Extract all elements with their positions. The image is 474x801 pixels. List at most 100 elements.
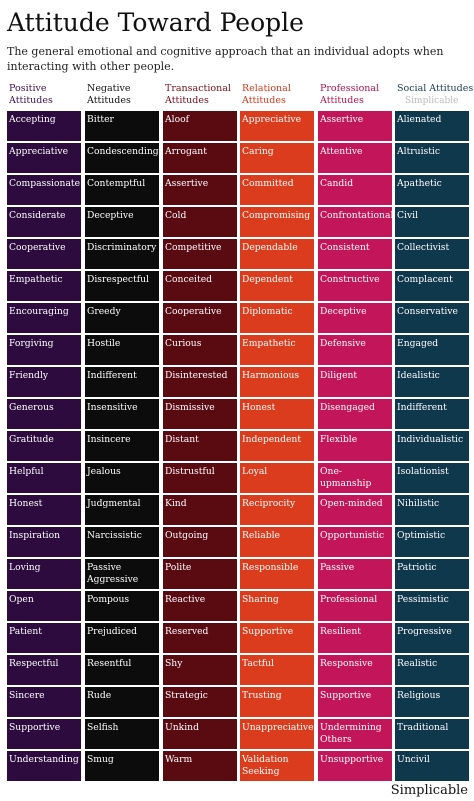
attitude-cell: Disengaged — [318, 399, 392, 429]
attitude-cell: Diplomatic — [240, 303, 314, 333]
attitude-cell: Resilient — [318, 623, 392, 653]
attitude-cell: Resentful — [85, 655, 159, 685]
attitude-cell: Complacent — [395, 271, 469, 301]
watermark: Simplicable — [405, 96, 459, 106]
attitude-cell: Progressive — [395, 623, 469, 653]
title: Attitude Toward People — [7, 8, 304, 37]
attitude-cell: Supportive — [7, 719, 81, 749]
attitude-cell: Respectful — [7, 655, 81, 685]
attitude-cell: Shy — [163, 655, 237, 685]
attitude-cell: Tactful — [240, 655, 314, 685]
attitude-cell: Curious — [163, 335, 237, 365]
attitude-cell: Disrespectful — [85, 271, 159, 301]
attitude-cell: Indifferent — [85, 367, 159, 397]
attitude-cell: Compromising — [240, 207, 314, 237]
attitude-cell: Collectivist — [395, 239, 469, 269]
attitude-cell: Conceited — [163, 271, 237, 301]
attitude-cell: Aloof — [163, 111, 237, 141]
attitude-cell: Cold — [163, 207, 237, 237]
attitude-cell: Responsive — [318, 655, 392, 685]
attitude-cell: Reactive — [163, 591, 237, 621]
attitude-cell: Conservative — [395, 303, 469, 333]
attitude-cell: Indifferent — [395, 399, 469, 429]
attitude-cell: Contemptful — [85, 175, 159, 205]
attitude-cell: Honest — [7, 495, 81, 525]
attitude-cell: Assertive — [318, 111, 392, 141]
attitude-cell: One-upmanship — [318, 463, 392, 493]
attitude-cell: Dismissive — [163, 399, 237, 429]
attitude-cell: Distrustful — [163, 463, 237, 493]
attitude-cell: Deceptive — [85, 207, 159, 237]
attitude-cell: Consistent — [318, 239, 392, 269]
attitude-cell: Unappreciative — [240, 719, 314, 749]
subtitle: The general emotional and cognitive appr… — [7, 45, 444, 73]
attitude-cell: Nihilistic — [395, 495, 469, 525]
attitude-cell: Caring — [240, 143, 314, 173]
attitude-cell: Independent — [240, 431, 314, 461]
attitude-cell: Condescending — [85, 143, 159, 173]
attitude-cell: Undermining Others — [318, 719, 392, 749]
attitude-cell: Candid — [318, 175, 392, 205]
attitude-cell: Patient — [7, 623, 81, 653]
attitude-cell: Assertive — [163, 175, 237, 205]
attitude-cell: Forgiving — [7, 335, 81, 365]
attitude-cell: Engaged — [395, 335, 469, 365]
attitude-cell: Prejudiced — [85, 623, 159, 653]
attitude-cell: Smug — [85, 751, 159, 781]
column-header: Negative Attitudes — [87, 83, 131, 106]
attitude-cell: Honest — [240, 399, 314, 429]
attitude-cell: Unsupportive — [318, 751, 392, 781]
attitude-cell: Strategic — [163, 687, 237, 717]
attitude-cell: Encouraging — [7, 303, 81, 333]
attitude-cell: Jealous — [85, 463, 159, 493]
attitude-cell: Committed — [240, 175, 314, 205]
attitude-cell: Isolationist — [395, 463, 469, 493]
footer: Simplicable — [390, 783, 468, 798]
attitude-cell: Pompous — [85, 591, 159, 621]
attitude-cell: Passive — [318, 559, 392, 589]
attitude-cell: Gratitude — [7, 431, 81, 461]
attitude-cell: Validation Seeking — [240, 751, 314, 781]
attitude-cell: Accepting — [7, 111, 81, 141]
attitude-cell: Disinterested — [163, 367, 237, 397]
attitude-cell: Idealistic — [395, 367, 469, 397]
attitude-cell: Unkind — [163, 719, 237, 749]
attitude-cell: Insincere — [85, 431, 159, 461]
attitude-cell: Appreciative — [7, 143, 81, 173]
attitude-cell: Individualistic — [395, 431, 469, 461]
column-header: Transactional Attitudes — [165, 83, 231, 106]
attitude-cell: Polite — [163, 559, 237, 589]
attitude-cell: Diligent — [318, 367, 392, 397]
attitude-cell: Loyal — [240, 463, 314, 493]
attitude-cell: Opportunistic — [318, 527, 392, 557]
attitude-cell: Deceptive — [318, 303, 392, 333]
attitude-cell: Distant — [163, 431, 237, 461]
attitude-cell: Greedy — [85, 303, 159, 333]
attitude-cell: Trusting — [240, 687, 314, 717]
attitude-cell: Supportive — [240, 623, 314, 653]
attitude-cell: Open-minded — [318, 495, 392, 525]
attitude-cell: Loving — [7, 559, 81, 589]
attitude-cell: Hostile — [85, 335, 159, 365]
attitude-cell: Sincere — [7, 687, 81, 717]
attitude-cell: Optimistic — [395, 527, 469, 557]
attitude-cell: Kind — [163, 495, 237, 525]
attitude-cell: Helpful — [7, 463, 81, 493]
attitude-cell: Appreciative — [240, 111, 314, 141]
attitude-cell: Defensive — [318, 335, 392, 365]
attitude-cell: Religious — [395, 687, 469, 717]
attitude-cell: Supportive — [318, 687, 392, 717]
attitude-cell: Constructive — [318, 271, 392, 301]
attitude-cell: Confrontational — [318, 207, 392, 237]
attitude-cell: Reliable — [240, 527, 314, 557]
attitude-cell: Civil — [395, 207, 469, 237]
attitude-cell: Flexible — [318, 431, 392, 461]
attitude-cell: Realistic — [395, 655, 469, 685]
attitude-cell: Dependent — [240, 271, 314, 301]
attitude-cell: Pessimistic — [395, 591, 469, 621]
attitude-cell: Sharing — [240, 591, 314, 621]
attitude-cell: Warm — [163, 751, 237, 781]
attitude-cell: Cooperative — [163, 303, 237, 333]
column-header: Positive Attitudes — [9, 83, 53, 106]
attitude-cell: Cooperative — [7, 239, 81, 269]
